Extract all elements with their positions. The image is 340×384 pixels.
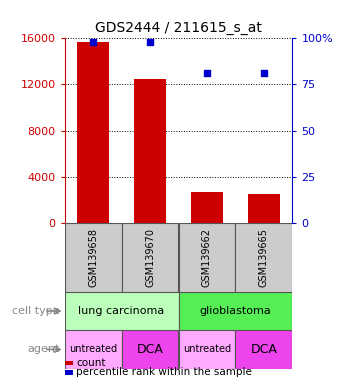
Text: GSM139658: GSM139658: [88, 228, 98, 287]
Bar: [178, 330, 235, 369]
Text: agent: agent: [28, 344, 60, 354]
Text: lung carcinoma: lung carcinoma: [79, 306, 165, 316]
Bar: [121, 330, 178, 369]
Text: DCA: DCA: [137, 343, 164, 356]
Text: glioblastoma: glioblastoma: [200, 306, 271, 316]
Text: GSM139670: GSM139670: [145, 228, 155, 287]
Bar: [134, 79, 166, 223]
Text: untreated: untreated: [69, 344, 117, 354]
Text: GSM139665: GSM139665: [259, 228, 269, 287]
Text: cell type: cell type: [13, 306, 60, 316]
Title: GDS2444 / 211615_s_at: GDS2444 / 211615_s_at: [95, 21, 262, 35]
Text: DCA: DCA: [251, 343, 277, 356]
Point: [204, 70, 210, 76]
Bar: [65, 292, 178, 330]
Point: [90, 39, 96, 45]
Bar: [178, 223, 235, 292]
Text: percentile rank within the sample: percentile rank within the sample: [76, 367, 252, 377]
Bar: [121, 223, 178, 292]
Bar: [235, 223, 292, 292]
Bar: [248, 194, 279, 223]
Bar: [65, 223, 121, 292]
Bar: [78, 42, 109, 223]
Point: [147, 39, 153, 45]
Text: untreated: untreated: [183, 344, 231, 354]
Bar: [191, 192, 223, 223]
Bar: [65, 330, 121, 369]
Text: GSM139662: GSM139662: [202, 228, 212, 287]
Text: count: count: [76, 358, 106, 368]
Bar: [178, 292, 292, 330]
Bar: [235, 330, 292, 369]
Point: [261, 70, 267, 76]
